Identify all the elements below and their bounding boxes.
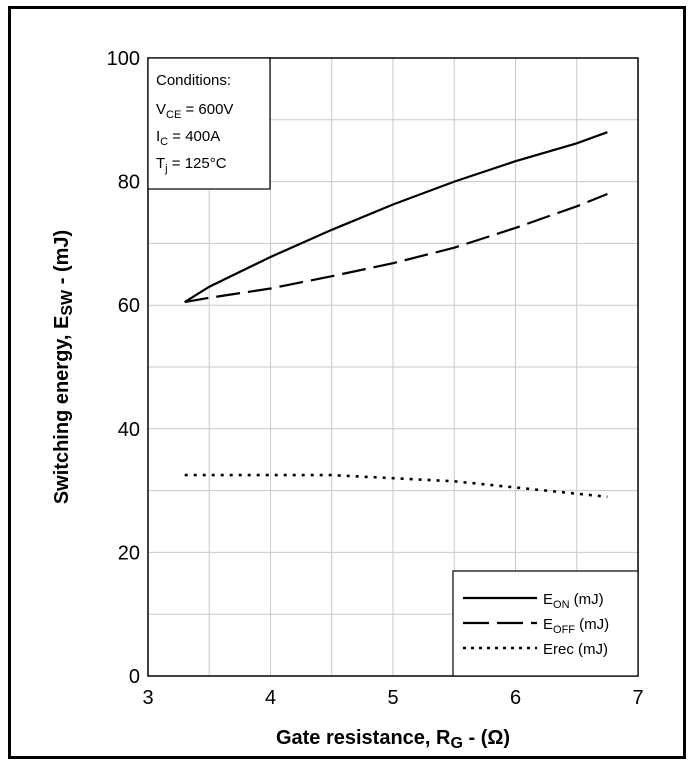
x-tick-label: 3 <box>142 687 153 709</box>
y-tick-label: 60 <box>118 295 140 317</box>
legend-label: Erec (mJ) <box>543 641 608 658</box>
x-tick-label: 4 <box>265 687 276 709</box>
conditions-title: Conditions: <box>156 72 231 89</box>
x-tick-label: 6 <box>510 687 521 709</box>
conditions-box <box>147 57 271 190</box>
conditions-line: IC = 400A <box>156 128 220 148</box>
conditions-line: Tj = 125°C <box>156 155 227 175</box>
y-tick-label: 0 <box>129 666 140 688</box>
y-tick-label: 80 <box>118 172 140 194</box>
series-line-dotted <box>184 473 608 499</box>
y-tick-label: 40 <box>118 419 140 441</box>
legend-label: EON (mJ) <box>543 591 604 611</box>
y-axis-label: Switching energy, ESW - (mJ) <box>51 230 76 504</box>
x-axis-label: Gate resistance, RG - (Ω) <box>276 727 510 752</box>
series-line-solid <box>184 131 608 304</box>
series-line-dashed <box>184 192 608 304</box>
x-tick-label: 7 <box>632 687 643 709</box>
plot-area-border <box>147 57 639 677</box>
x-tick-label: 5 <box>387 687 398 709</box>
y-tick-label: 20 <box>118 542 140 564</box>
y-tick-label: 100 <box>107 48 140 70</box>
conditions-line: VCE = 600V <box>156 101 233 121</box>
legend-label: EOFF (mJ) <box>543 616 609 636</box>
